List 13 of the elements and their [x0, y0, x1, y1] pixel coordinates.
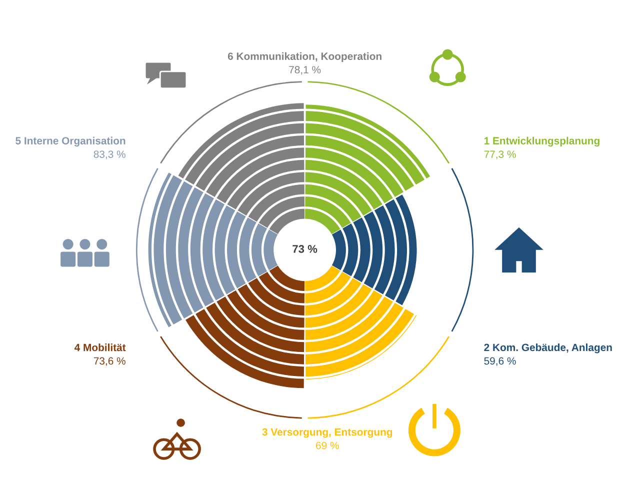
text: 73 % — [292, 245, 318, 253]
category-label: 1 Entwicklungsplanung — [484, 136, 600, 147]
data-label: 78,1 % — [289, 66, 321, 75]
category-label: 6 Kommunikation, Kooperation — [228, 52, 382, 62]
data-label: 83,3 % — [94, 150, 126, 160]
data-label: 73,6 % — [94, 357, 126, 366]
data-label: 69 % — [316, 442, 339, 450]
category-label: 5 Interne Organisation — [16, 136, 126, 147]
category-label: 4 Mobilität — [74, 344, 126, 352]
category-label: 3 Versorgung, Entsorgung — [262, 428, 392, 438]
data-label: 77,3 % — [484, 150, 516, 160]
data-label: 59,6 % — [484, 357, 516, 366]
category-label: 2 Kom. Gebäude, Anlagen — [484, 343, 612, 354]
